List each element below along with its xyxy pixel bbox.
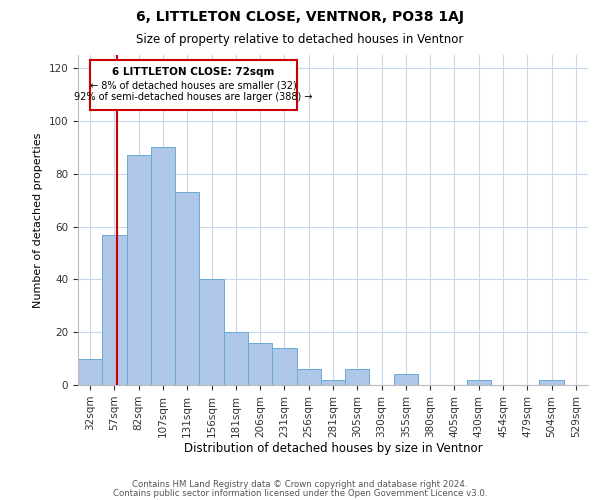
Text: ← 8% of detached houses are smaller (32): ← 8% of detached houses are smaller (32) — [90, 80, 297, 90]
Bar — [296, 369, 321, 385]
Bar — [127, 156, 151, 385]
Text: 6 LITTLETON CLOSE: 72sqm: 6 LITTLETON CLOSE: 72sqm — [112, 67, 275, 77]
Bar — [272, 348, 296, 385]
Bar — [175, 192, 199, 385]
Bar — [539, 380, 564, 385]
Text: Contains public sector information licensed under the Open Government Licence v3: Contains public sector information licen… — [113, 490, 487, 498]
Bar — [224, 332, 248, 385]
Bar — [345, 369, 370, 385]
Y-axis label: Number of detached properties: Number of detached properties — [33, 132, 43, 308]
Text: 6, LITTLETON CLOSE, VENTNOR, PO38 1AJ: 6, LITTLETON CLOSE, VENTNOR, PO38 1AJ — [136, 10, 464, 24]
Text: Size of property relative to detached houses in Ventnor: Size of property relative to detached ho… — [136, 32, 464, 46]
Bar — [394, 374, 418, 385]
FancyBboxPatch shape — [90, 60, 296, 110]
Bar — [151, 148, 175, 385]
X-axis label: Distribution of detached houses by size in Ventnor: Distribution of detached houses by size … — [184, 442, 482, 456]
Text: Contains HM Land Registry data © Crown copyright and database right 2024.: Contains HM Land Registry data © Crown c… — [132, 480, 468, 489]
Bar — [78, 358, 102, 385]
Bar — [199, 280, 224, 385]
Bar — [467, 380, 491, 385]
Text: 92% of semi-detached houses are larger (388) →: 92% of semi-detached houses are larger (… — [74, 92, 313, 102]
Bar — [321, 380, 345, 385]
Bar — [248, 343, 272, 385]
Bar — [102, 234, 127, 385]
